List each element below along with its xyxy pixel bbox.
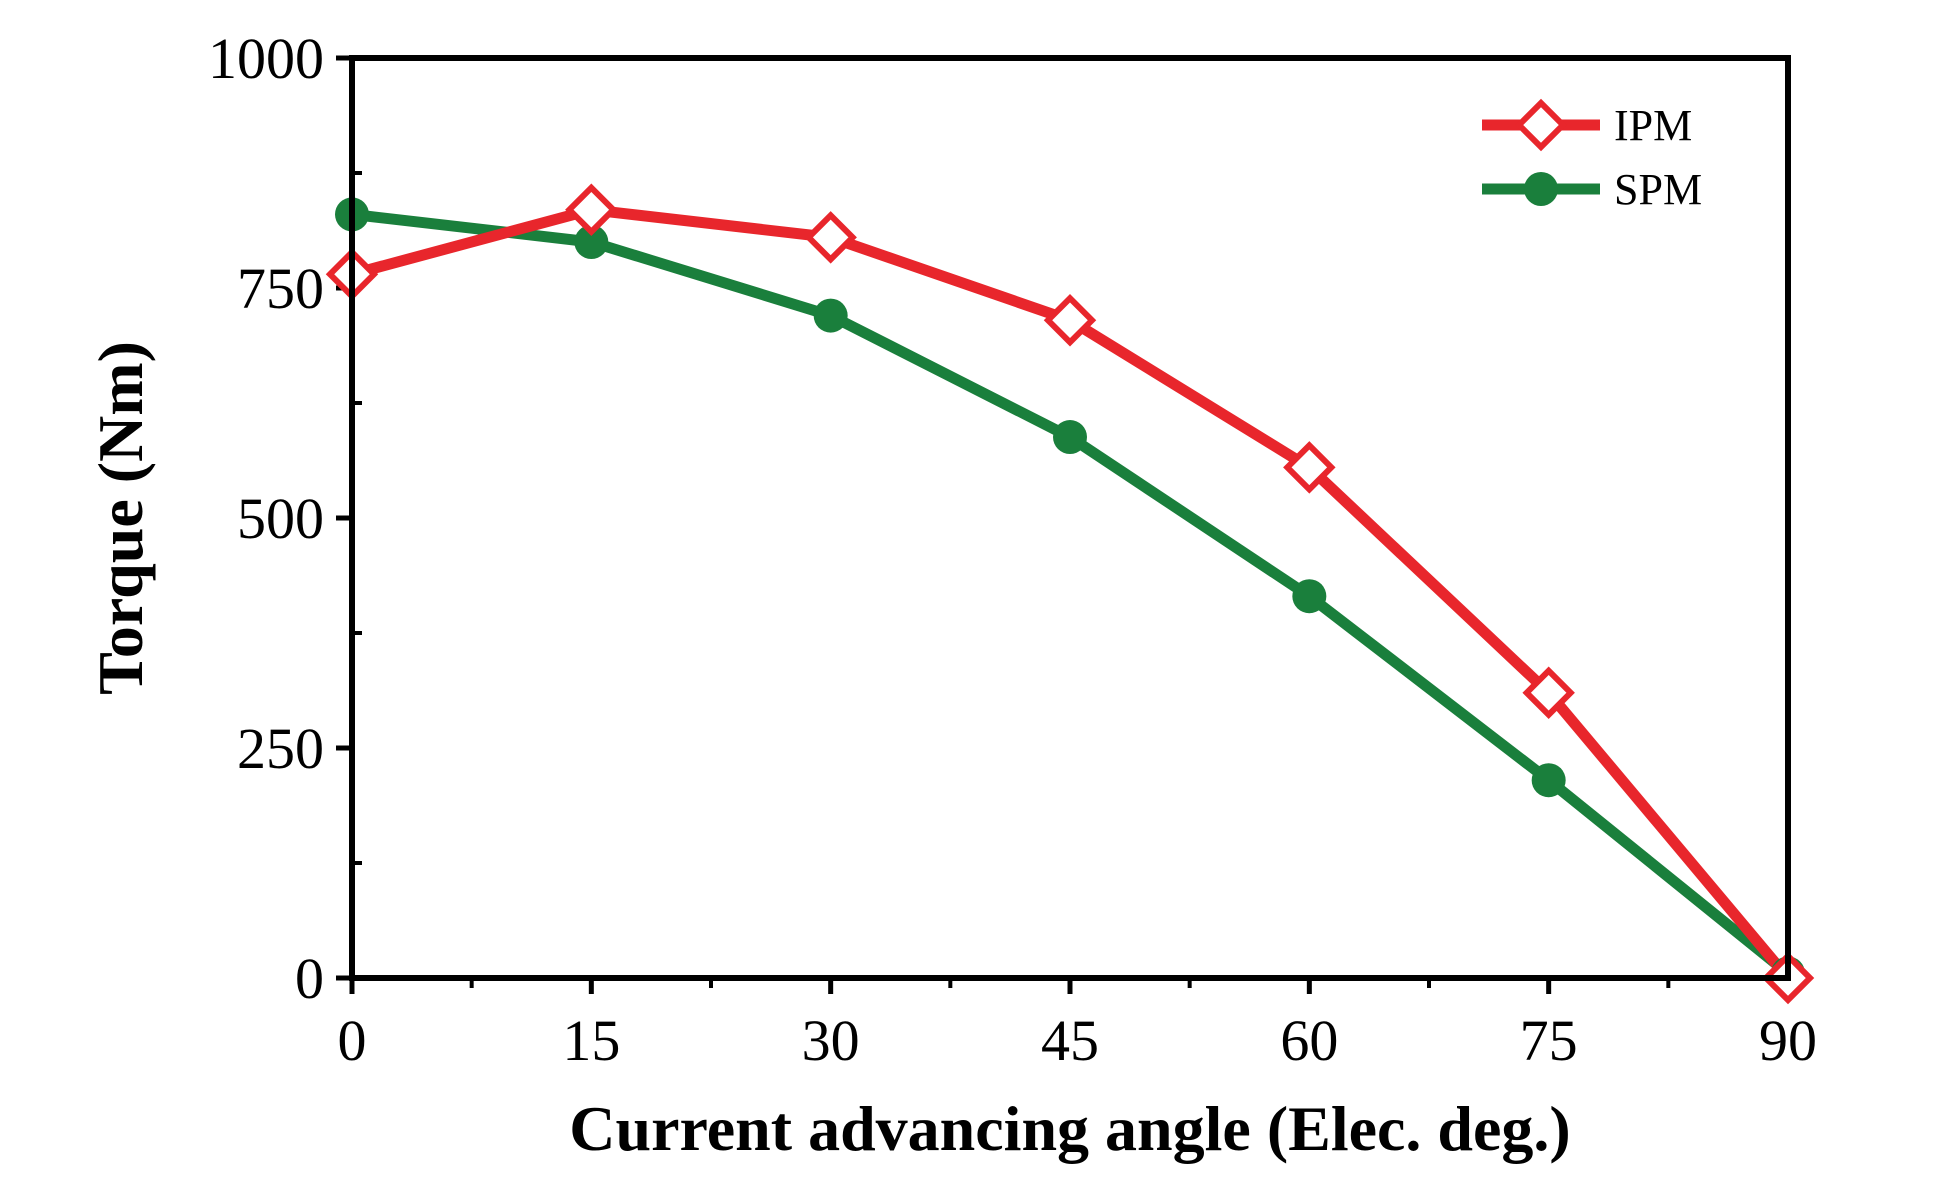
data-point-spm xyxy=(813,298,848,333)
y-tick-label: 0 xyxy=(295,946,324,1011)
data-point-spm xyxy=(1292,579,1327,614)
legend-marker-spm xyxy=(1524,172,1558,206)
x-tick-label: 15 xyxy=(562,1008,620,1073)
data-point-spm xyxy=(1053,420,1087,455)
data-point-ipm xyxy=(565,183,618,237)
data-point-ipm xyxy=(1043,293,1097,347)
plot-frame xyxy=(349,55,1791,981)
legend-marker-ipm xyxy=(1514,98,1568,152)
x-tick-label: 60 xyxy=(1280,1008,1338,1073)
x-tick-label: 90 xyxy=(1759,1008,1817,1073)
data-point-ipm xyxy=(1283,441,1336,494)
data-point-spm xyxy=(1531,763,1566,798)
data-point-spm xyxy=(574,225,609,259)
axis-ticks xyxy=(336,55,1791,994)
x-tick-label: 30 xyxy=(802,1008,860,1073)
y-tick-label: 750 xyxy=(237,256,324,321)
legend-label-ipm: IPM xyxy=(1614,101,1692,150)
tick-labels: 0 15 30 45 60 75 90 0 250 500 750 1000 xyxy=(208,26,1817,1073)
y-tick-label: 250 xyxy=(237,716,324,781)
y-tick-label: 1000 xyxy=(208,26,324,91)
x-tick-label: 0 xyxy=(338,1008,367,1073)
y-tick-label: 500 xyxy=(237,486,324,551)
data-point-ipm xyxy=(804,211,857,264)
x-tick-label: 45 xyxy=(1041,1008,1099,1073)
y-axis-title: Torque (Nm) xyxy=(85,341,156,695)
data-point-ipm xyxy=(1522,666,1575,720)
legend: IPM SPM xyxy=(1482,98,1702,214)
x-tick-label: 75 xyxy=(1520,1008,1578,1073)
series-layer xyxy=(325,183,1815,1005)
legend-label-spm: SPM xyxy=(1614,165,1702,214)
x-axis-title: Current advancing angle (Elec. deg.) xyxy=(569,1093,1570,1164)
